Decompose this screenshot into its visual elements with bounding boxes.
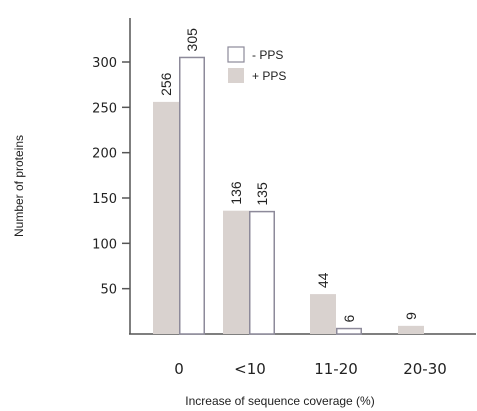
data-label-plus-pps-3: 9 — [403, 312, 419, 320]
y-tick-label: 100 — [92, 237, 117, 252]
category-label-1: <10 — [234, 360, 266, 378]
category-label-2: 11-20 — [314, 360, 358, 378]
data-label-minus-pps-1: 135 — [254, 182, 270, 206]
bar-plus-pps-3 — [398, 325, 424, 334]
bar-plus-pps-2 — [310, 294, 336, 334]
data-label-plus-pps-0: 256 — [158, 72, 174, 96]
bar-minus-pps-0 — [179, 56, 205, 335]
legend-swatch-plus-pps — [228, 68, 244, 83]
y-tick-label: 300 — [92, 56, 117, 71]
legend-label-minus-pps: - PPS — [252, 48, 283, 62]
y-tick-label: 200 — [92, 147, 117, 162]
bar-minus-pps-1 — [249, 210, 275, 335]
legend-label-plus-pps: + PPS — [252, 69, 286, 83]
legend: - PPS + PPS — [227, 46, 286, 83]
bar-minus-pps-2 — [336, 327, 362, 335]
y-ticks: 50 100 150 200 250 300 — [92, 56, 130, 298]
data-labels: 256 136 44 9 305 135 6 — [158, 28, 419, 323]
y-tick-label: 150 — [92, 192, 117, 207]
data-label-minus-pps-0: 305 — [184, 28, 200, 52]
y-tick-label: 50 — [100, 283, 117, 298]
category-labels: 0 <10 11-20 20-30 — [174, 360, 447, 378]
category-label-0: 0 — [174, 360, 184, 378]
bar-plus-pps-0 — [153, 101, 179, 334]
y-tick-label: 250 — [92, 101, 117, 116]
category-label-3: 20-30 — [403, 360, 447, 378]
data-label-plus-pps-1: 136 — [228, 181, 244, 205]
data-label-minus-pps-2: 6 — [341, 315, 357, 323]
x-axis-title: Increase of sequence coverage (%) — [185, 394, 374, 408]
legend-swatch-minus-pps — [227, 46, 245, 63]
bars — [153, 56, 424, 335]
data-label-plus-pps-2: 44 — [315, 272, 331, 288]
bar-plus-pps-1 — [223, 210, 249, 334]
y-axis-title: Number of proteins — [12, 135, 26, 237]
